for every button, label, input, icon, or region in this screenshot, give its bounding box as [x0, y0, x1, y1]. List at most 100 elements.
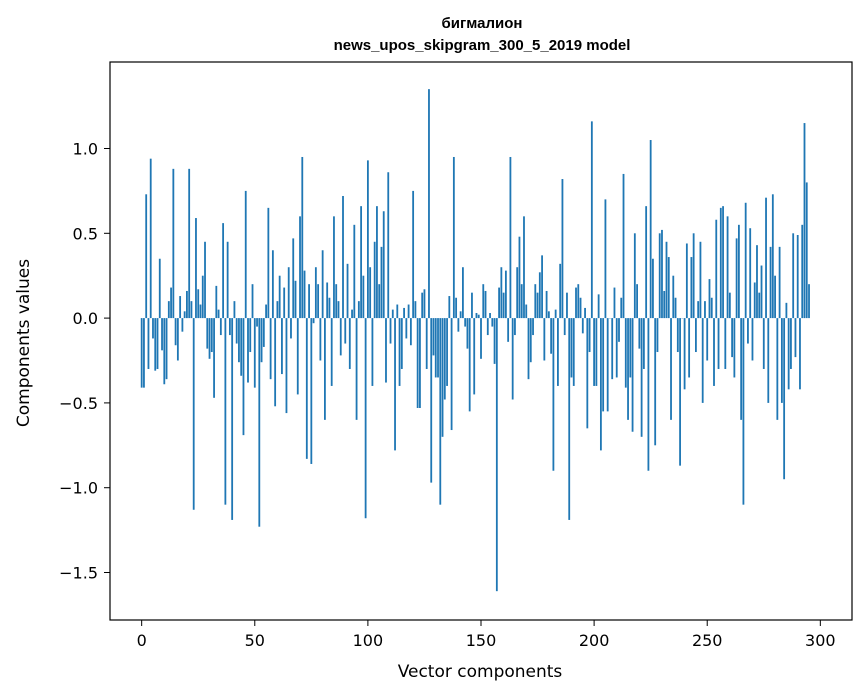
bar: [314, 267, 317, 319]
bar: [731, 318, 734, 358]
bar: [204, 241, 206, 319]
bar: [183, 311, 186, 319]
bar: [471, 292, 473, 319]
bar: [346, 263, 349, 319]
bar: [441, 318, 444, 437]
bar: [584, 307, 586, 319]
bar: [378, 284, 381, 319]
y-axis-label: Components values: [14, 259, 34, 427]
bar: [219, 318, 222, 336]
bar: [547, 311, 550, 319]
bar: [747, 318, 749, 344]
bar: [344, 318, 347, 344]
bar: [242, 318, 245, 436]
bar: [394, 318, 396, 451]
bar: [462, 267, 464, 319]
bar: [778, 246, 781, 319]
bar: [633, 233, 636, 319]
bar: [312, 318, 315, 324]
bar: [360, 206, 363, 319]
bar: [740, 318, 743, 420]
bar: [324, 318, 326, 420]
bar: [353, 224, 356, 319]
bar: [570, 318, 573, 378]
bar: [473, 318, 476, 395]
bar: [599, 318, 602, 451]
bar: [235, 318, 238, 344]
bar: [231, 318, 234, 520]
bar: [708, 279, 711, 319]
bar: [147, 318, 150, 369]
bar: [808, 284, 810, 319]
bar: [244, 190, 247, 319]
chart-title-line1: бигмалион: [442, 15, 523, 32]
bar: [310, 318, 313, 464]
bar: [787, 318, 790, 390]
bar: [799, 318, 801, 390]
bar: [484, 290, 487, 319]
bar: [670, 318, 672, 420]
bar: [699, 241, 702, 319]
bar: [210, 318, 213, 353]
bar: [683, 318, 686, 390]
bar: [405, 318, 408, 339]
bar: [176, 318, 179, 361]
bar: [713, 318, 715, 386]
bar: [308, 284, 310, 319]
bar: [572, 318, 575, 386]
bar: [611, 318, 614, 380]
bar: [403, 307, 405, 319]
bar: [771, 194, 774, 319]
bar: [256, 318, 258, 327]
bar: [622, 173, 625, 319]
bar: [695, 318, 697, 353]
bar: [362, 275, 365, 319]
bar: [765, 197, 767, 319]
bar: [228, 318, 231, 336]
bar: [665, 241, 668, 319]
bar: [434, 318, 437, 378]
bar: [181, 318, 184, 332]
bar: [437, 318, 439, 378]
bar: [658, 233, 661, 319]
bar: [532, 318, 534, 336]
bar: [514, 318, 516, 336]
bar: [769, 246, 772, 319]
bar: [337, 301, 340, 319]
bar: [385, 318, 387, 383]
bar: [428, 89, 430, 319]
bar: [380, 246, 383, 319]
bar: [749, 228, 752, 319]
bar: [357, 301, 360, 319]
bar: [278, 275, 281, 319]
bar: [299, 216, 301, 319]
bar: [640, 318, 643, 437]
bar: [409, 318, 412, 346]
bar: [672, 275, 675, 319]
bar: [618, 318, 620, 342]
bar: [586, 318, 589, 429]
bar: [805, 182, 808, 319]
bar: [217, 309, 220, 319]
bar: [557, 318, 559, 386]
bar: [285, 318, 288, 414]
bar: [613, 287, 616, 319]
bar: [480, 318, 482, 359]
bar: [642, 318, 645, 369]
bar: [328, 297, 331, 319]
bar: [446, 318, 448, 386]
bar: [371, 318, 374, 386]
bar: [457, 318, 460, 332]
bar: [742, 318, 745, 505]
bar: [502, 292, 505, 319]
bar: [504, 270, 507, 319]
bar: [294, 280, 297, 319]
y-tick-label: 0.5: [73, 224, 98, 243]
x-tick-label: 0: [137, 631, 147, 650]
bar: [448, 296, 451, 319]
bar: [647, 318, 650, 471]
bar: [376, 206, 378, 319]
bar: [339, 318, 342, 356]
bar: [382, 211, 385, 319]
